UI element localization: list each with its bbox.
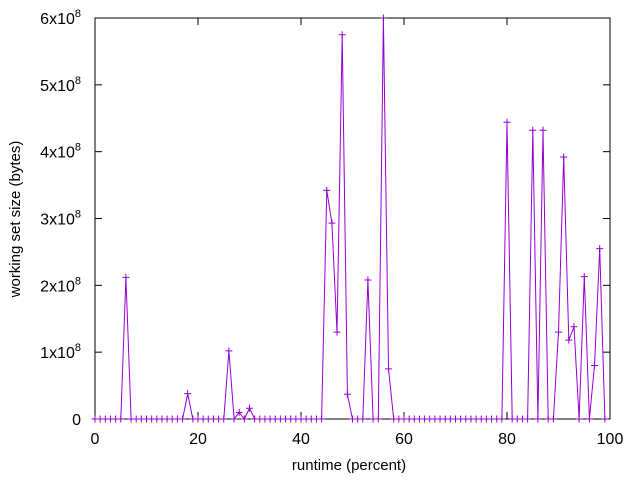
data-point [503,118,511,126]
y-tick-label: 1x108 [40,342,81,362]
data-point [601,415,609,423]
data-point [529,126,537,134]
data-point [498,415,506,423]
data-point [359,415,367,423]
data-point [565,336,573,344]
data-point [328,219,336,227]
data-point [246,404,253,412]
series [91,14,609,423]
data-point [318,415,326,423]
y-tick-mantissa: 3x10 [40,212,75,229]
data-point [385,365,393,373]
data-point [343,390,351,398]
y-tick-label: 4x108 [40,142,81,162]
data-point [323,186,331,194]
y-tick-mantissa: 0 [72,412,81,429]
plot-frame [94,17,611,420]
data-point [230,415,238,423]
data-point [374,415,382,423]
data-point [364,276,372,284]
data-point [225,347,233,355]
x-tick-label: 40 [292,431,310,448]
data-point [596,245,604,253]
x-tick-label: 60 [395,431,413,448]
y-tick-exponent: 8 [75,8,81,20]
y-tick-exponent: 8 [75,342,81,354]
y-tick-exponent: 8 [75,142,81,154]
y-tick-mantissa: 2x10 [40,278,75,295]
data-point [240,415,248,423]
y-tick-mantissa: 4x10 [40,145,75,162]
data-point [338,31,346,39]
data-point [585,415,593,423]
data-point [524,415,532,423]
y-tick-mantissa: 1x10 [40,345,75,362]
y-tick-mantissa: 6x10 [40,11,75,28]
data-point [179,415,187,423]
y-axis-label: working set size (bytes) [7,141,24,299]
data-point [122,273,130,281]
series-line [95,17,606,421]
x-tick-label: 0 [91,431,100,448]
y-tick-label: 0 [72,412,81,429]
data-point [539,126,547,134]
data-point [184,390,192,398]
y-tick-label: 5x108 [40,75,81,95]
data-point [117,415,125,423]
axis-tick-labels: 0 20 40 60 80 10001x1082x1083x1084x1085x1086x… [40,8,623,448]
data-point [549,415,557,423]
y-tick-exponent: 8 [75,275,81,287]
axis-ticks [94,17,611,420]
y-tick-mantissa: 5x10 [40,78,75,95]
y-tick-exponent: 8 [75,75,81,87]
y-tick-label: 2x108 [40,275,81,295]
data-point [575,415,583,423]
data-point [534,415,542,423]
y-tick-label: 3x108 [40,209,81,229]
y-tick-exponent: 8 [75,209,81,221]
data-point [560,153,568,161]
data-point [555,328,562,336]
data-point [570,323,578,331]
x-tick-label: 80 [498,431,516,448]
x-tick-label: 100 [597,431,624,448]
data-point [235,408,243,416]
x-tick-label: 20 [189,431,207,448]
data-point [591,362,599,370]
data-point [580,273,588,281]
data-point [379,14,387,22]
x-axis-label: runtime (percent) [292,457,406,474]
data-point [333,328,341,336]
y-tick-label: 6x108 [40,8,81,28]
data-point [220,415,228,423]
